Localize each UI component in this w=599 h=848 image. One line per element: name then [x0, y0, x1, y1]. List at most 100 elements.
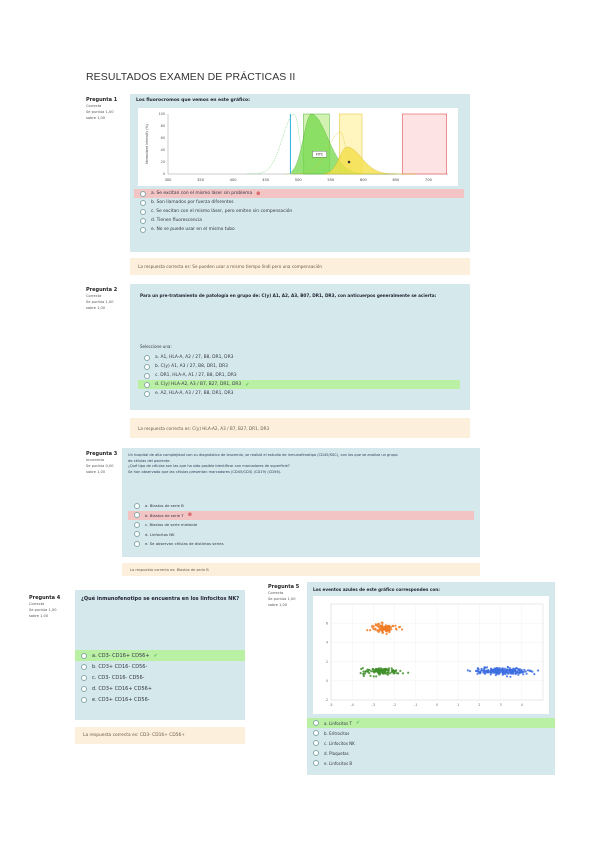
q1-options: a. Se excitan con el mismo láser sin pro…	[134, 189, 464, 234]
scatter-point	[362, 670, 365, 673]
q2-option-e[interactable]: e. A2, HLA-A, A3 / 27, B8, DR1, DR3	[138, 389, 460, 398]
scatter-point	[372, 668, 375, 671]
scatter-point	[385, 668, 389, 671]
scatter-point	[372, 625, 375, 628]
scatter-point	[506, 672, 509, 675]
q2-radio-e[interactable]	[144, 390, 150, 397]
q2-option-d[interactable]: d. C(y) HLA-A2, A3 / B7, B27, DR1, DR3 ✓	[138, 380, 460, 389]
q4-option-a[interactable]: a. CD3- CD16+ CD56+ ✓	[75, 650, 245, 661]
q5-option-c[interactable]: c. Linfocitos NK	[307, 738, 555, 748]
q1-score: Se puntúa 1,00	[86, 110, 114, 114]
q3-radio-e[interactable]	[134, 540, 140, 547]
scatter-point	[537, 669, 540, 672]
q2-option-d-letter: d.	[155, 382, 160, 387]
q4-option-a-letter: a.	[92, 652, 97, 659]
scatter-point	[377, 622, 381, 625]
q2-radio-b[interactable]	[144, 363, 150, 370]
q1-option-c[interactable]: c. Se excitan con el mismo láser, pero e…	[134, 207, 464, 216]
scatter-point	[517, 673, 520, 676]
scatter-point	[361, 667, 364, 670]
q5-option-b[interactable]: b. Eritrocitos	[307, 728, 555, 738]
q3-option-a[interactable]: a. Blastos de serie B	[128, 501, 474, 511]
q1-option-b[interactable]: b. Son llamados por fuerza diferentes	[134, 198, 464, 207]
q4-radio-b[interactable]	[81, 663, 87, 670]
q3-option-b[interactable]: b. Blastos de serie T ⊗	[128, 510, 474, 520]
q4-option-c[interactable]: c. CD3- CD16- CD56-	[75, 672, 245, 683]
q2-radio-d[interactable]	[144, 381, 150, 388]
q3-radio-c[interactable]	[134, 521, 140, 528]
q3-radio-a[interactable]	[134, 502, 140, 509]
q1-option-a-letter: a.	[151, 191, 156, 196]
scatter-point	[489, 671, 492, 674]
q3-option-d-text: Linfocitos NK	[149, 531, 175, 537]
scatter-point	[517, 671, 521, 674]
q1-spectra-chart: 0 20 40 60 80 100 Normalized Intensity (%) 300…	[138, 108, 458, 186]
q1-radio-a[interactable]	[140, 190, 146, 197]
q4-option-d[interactable]: d. CD3+ CD16+ CD56+	[75, 683, 245, 694]
x-tick-label: -1	[414, 703, 417, 707]
q2-feedback: La respuesta correcta es: C(y) HLA-A2, A…	[130, 418, 470, 438]
scatter-point	[386, 628, 389, 631]
scatter-point	[506, 668, 509, 671]
q4-option-e[interactable]: e. CD3+ CD16+ CD56-	[75, 694, 245, 705]
q2-option-a[interactable]: a. A1, HLA-A, A2 / 27, B8, DR1, DR3	[138, 353, 460, 362]
q3-question-text: Un hospital de alta complejidad con su d…	[128, 453, 474, 475]
q2-option-c[interactable]: c. DR1, HLA-A, A1 / 27, B8, DR1, DR3	[138, 371, 460, 380]
q5-radio-a[interactable]	[313, 720, 319, 726]
scatter-point	[480, 669, 483, 672]
q4-option-b[interactable]: b. CD3+ CD16- CD56-	[75, 661, 245, 672]
q1-option-a[interactable]: a. Se excitan con el mismo láser sin pro…	[134, 189, 464, 198]
q1-status: Correcta	[86, 104, 102, 108]
q3-option-c[interactable]: c. Blastos de serie mieloide	[128, 520, 474, 530]
q1-option-e[interactable]: e. No se puede usar en el mismo tubo	[134, 225, 464, 234]
correct-icon: ✓	[355, 720, 361, 726]
scatter-point	[394, 624, 397, 627]
q4-score: Se puntúa 1,00	[29, 608, 57, 612]
y-tick-label: 40	[161, 148, 165, 152]
q2-option-b[interactable]: b. C(y) A1, A3 / 27, B8, DR1, DR3	[138, 362, 460, 371]
q3-option-e[interactable]: e. Se observan células de distintas seri…	[128, 539, 474, 549]
q1-info: Pregunta 1 Correcta Se puntúa 1,00 sobre…	[86, 97, 117, 121]
q2-option-a-letter: a.	[155, 355, 160, 360]
q5-option-d[interactable]: d. Plaquetas	[307, 748, 555, 758]
scatter-point	[490, 669, 493, 672]
scatter-point	[505, 675, 509, 678]
x-tick-label: -3	[372, 703, 375, 707]
q1-radio-d[interactable]	[140, 217, 146, 224]
q2-radio-a[interactable]	[144, 354, 150, 361]
q3-radio-d[interactable]	[134, 531, 140, 538]
q2-radio-c[interactable]	[144, 372, 150, 379]
q4-radio-e[interactable]	[81, 696, 87, 703]
q5-radio-c[interactable]	[313, 740, 319, 746]
q3-radio-b[interactable]	[134, 512, 140, 519]
q5-radio-e[interactable]	[313, 760, 319, 766]
scatter-point	[379, 668, 383, 671]
q5-score: Se puntúa 1,00	[268, 597, 296, 601]
scatter-point	[370, 670, 373, 673]
scatter-point	[526, 669, 530, 672]
q5-radio-b[interactable]	[313, 730, 319, 736]
scatter-point	[489, 673, 492, 676]
scatter-point	[512, 672, 515, 675]
scatter-point	[384, 629, 388, 633]
q1-radio-c[interactable]	[140, 208, 146, 215]
q4-feedback: La respuesta correcta es: CD3- CD16+ CD5…	[75, 727, 245, 744]
scatter-point	[390, 667, 393, 670]
q4-radio-c[interactable]	[81, 674, 87, 681]
y-tick-label: 60	[161, 136, 165, 140]
q1-radio-b[interactable]	[140, 199, 146, 206]
q5-option-b-text: Eritrocitos	[329, 730, 350, 736]
q4-option-b-text: CD3+ CD16- CD56-	[98, 663, 148, 670]
q4-radio-a[interactable]	[81, 652, 87, 659]
q3-options: a. Blastos de serie B b. Blastos de seri…	[128, 501, 474, 549]
q4-radio-d[interactable]	[81, 685, 87, 692]
q4-panel: ¿Qué inmunofenotipo se encuentra en los …	[75, 590, 245, 720]
q5-radio-d[interactable]	[313, 750, 319, 756]
q1-option-d[interactable]: d. Tienen fluorescencia	[134, 216, 464, 225]
q3-option-d[interactable]: d. Linfocitos NK	[128, 530, 474, 540]
q3-info: Pregunta 3 Incorrecta Se puntúa 0,00 sob…	[86, 451, 117, 475]
scatter-point	[393, 671, 396, 674]
q5-option-a[interactable]: a. Linfocitos T ✓	[307, 718, 555, 728]
q5-option-e[interactable]: e. Linfocitos B	[307, 758, 555, 768]
q1-radio-e[interactable]	[140, 226, 146, 233]
